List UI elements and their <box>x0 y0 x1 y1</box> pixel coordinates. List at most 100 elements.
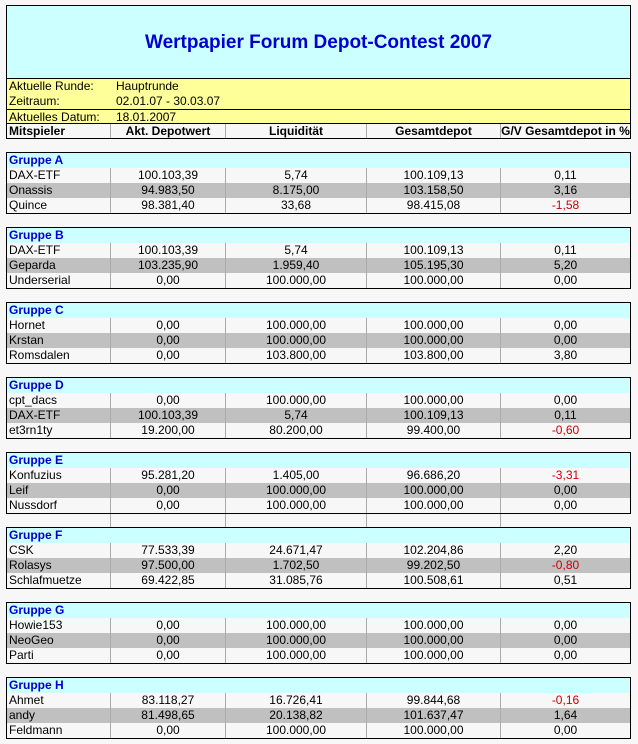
depot-value: 0,00 <box>111 723 226 738</box>
liquidity: 5,74 <box>226 408 367 423</box>
total-depot: 100.000,00 <box>367 333 501 348</box>
group-table: Gruppe G Howie153 0,00 100.000,00 100.000,00… <box>6 602 631 664</box>
gain-loss-percent: 0,51 <box>553 573 578 587</box>
total-depot: 100.109,13 <box>367 243 501 258</box>
player-name: Krstan <box>7 333 111 348</box>
gain-loss-percent: 0,00 <box>553 498 578 512</box>
liquidity: 100.000,00 <box>226 618 367 633</box>
player-name: Hornet <box>7 318 111 333</box>
table-row: Konfuzius 95.281,20 1.405,00 96.686,20 -3,31 <box>7 468 630 483</box>
table-row: cpt_dacs 0,00 100.000,00 100.000,00 0,00 <box>7 393 630 408</box>
liquidity: 100.000,00 <box>226 333 367 348</box>
player-name: cpt_dacs <box>7 393 111 408</box>
depot-value: 0,00 <box>111 333 226 348</box>
depot-value: 98.381,40 <box>111 198 226 213</box>
player-name: Schlafmuetze <box>7 573 111 588</box>
player-name: andy <box>7 708 111 723</box>
liquidity: 80.200,00 <box>226 423 367 438</box>
info-value: Hauptrunde <box>116 79 179 93</box>
title-banner: Wertpapier Forum Depot-Contest 2007 <box>6 5 631 79</box>
info-label: Aktuelles Datum: <box>9 110 100 124</box>
table-row: DAX-ETF 100.103,39 5,74 100.109,13 0,11 <box>7 168 630 183</box>
column-header: G/V Gesamtdepot in % <box>501 124 630 138</box>
liquidity: 8.175,00 <box>226 183 367 198</box>
column-header: Liquidität <box>226 124 367 138</box>
depot-value: 0,00 <box>111 348 226 363</box>
gain-loss-percent: 2,20 <box>553 543 578 557</box>
liquidity: 100.000,00 <box>226 723 367 738</box>
depot-value: 0,00 <box>111 618 226 633</box>
liquidity: 5,74 <box>226 243 367 258</box>
depot-value: 77.533,39 <box>111 543 226 558</box>
total-depot: 100.109,13 <box>367 408 501 423</box>
total-depot: 101.637,47 <box>367 708 501 723</box>
gain-loss-percent: 0,00 <box>553 393 578 407</box>
depot-value: 97.500,00 <box>111 558 226 573</box>
table-row: Romsdalen 0,00 103.800,00 103.800,00 3,80 <box>7 348 630 363</box>
gain-loss-percent: 0,00 <box>553 273 578 287</box>
table-row: Quince 98.381,40 33,68 98.415,08 -1,58 <box>7 198 630 213</box>
total-depot: 105.195,30 <box>367 258 501 273</box>
total-depot: 100.000,00 <box>367 273 501 288</box>
table-row: DAX-ETF 100.103,39 5,74 100.109,13 0,11 <box>7 243 630 258</box>
depot-value: 95.281,20 <box>111 468 226 483</box>
player-name: Leif <box>7 483 111 498</box>
liquidity: 100.000,00 <box>226 633 367 648</box>
player-name: Ahmet <box>7 693 111 708</box>
table-row: Rolasys 97.500,00 1.702,50 99.202,50 -0,80 <box>7 558 630 573</box>
player-name: Feldmann <box>7 723 111 738</box>
gain-loss-percent: 0,00 <box>553 618 578 632</box>
depot-value: 100.103,39 <box>111 243 226 258</box>
table-row: andy 81.498,65 20.138,82 101.637,47 1,64 <box>7 708 630 723</box>
gain-loss-percent: 3,16 <box>553 183 578 197</box>
total-depot: 100.000,00 <box>367 723 501 738</box>
player-name: DAX-ETF <box>7 168 111 183</box>
liquidity: 103.800,00 <box>226 348 367 363</box>
info-value: 02.01.07 - 30.03.07 <box>116 94 221 108</box>
liquidity: 1.702,50 <box>226 558 367 573</box>
depot-value: 100.103,39 <box>111 168 226 183</box>
player-name: NeoGeo <box>7 633 111 648</box>
gain-loss-percent: 0,00 <box>553 333 578 347</box>
total-depot: 103.158,50 <box>367 183 501 198</box>
liquidity: 1.959,40 <box>226 258 367 273</box>
depot-value: 69.422,85 <box>111 573 226 588</box>
depot-value: 0,00 <box>111 273 226 288</box>
group-table: Gruppe C Hornet 0,00 100.000,00 100.000,00 0,… <box>6 302 631 364</box>
player-name: Rolasys <box>7 558 111 573</box>
table-row: Ahmet 83.118,27 16.726,41 99.844,68 -0,16 <box>7 693 630 708</box>
total-depot: 102.204,86 <box>367 543 501 558</box>
player-name: Howie153 <box>7 618 111 633</box>
total-depot: 100.000,00 <box>367 318 501 333</box>
table-row: NeoGeo 0,00 100.000,00 100.000,00 0,00 <box>7 633 630 648</box>
group-title: Gruppe C <box>7 303 630 318</box>
player-name: et3rn1ty <box>7 423 111 438</box>
column-header: Gesamtdepot <box>367 124 501 138</box>
group-table: Gruppe A DAX-ETF 100.103,39 5,74 100.109,13 0… <box>6 152 631 214</box>
depot-value: 100.103,39 <box>111 408 226 423</box>
group-table: Gruppe E Konfuzius 95.281,20 1.405,00 96.686… <box>6 452 631 514</box>
depot-value: 19.200,00 <box>111 423 226 438</box>
gain-loss-percent: -0,80 <box>551 558 580 572</box>
group-table: Gruppe H Ahmet 83.118,27 16.726,41 99.844,68… <box>6 677 631 739</box>
group-table: Gruppe B DAX-ETF 100.103,39 5,74 100.109,13 0… <box>6 227 631 289</box>
table-row: Underserial 0,00 100.000,00 100.000,00 0,00 <box>7 273 630 288</box>
liquidity: 16.726,41 <box>226 693 367 708</box>
group-title: Gruppe B <box>7 228 630 243</box>
depot-value: 0,00 <box>111 483 226 498</box>
depot-value: 94.983,50 <box>111 183 226 198</box>
player-name: Geparda <box>7 258 111 273</box>
liquidity: 100.000,00 <box>226 498 367 513</box>
depot-value: 81.498,65 <box>111 708 226 723</box>
depot-value: 0,00 <box>111 648 226 663</box>
total-depot: 99.400,00 <box>367 423 501 438</box>
table-row: Schlafmuetze 69.422,85 31.085,76 100.508,61… <box>7 573 630 588</box>
table-row: Feldmann 0,00 100.000,00 100.000,00 0,00 <box>7 723 630 738</box>
player-name: DAX-ETF <box>7 243 111 258</box>
player-name: Konfuzius <box>7 468 111 483</box>
player-name: CSK <box>7 543 111 558</box>
page-title: Wertpapier Forum Depot-Contest 2007 <box>145 31 492 53</box>
player-name: Parti <box>7 648 111 663</box>
liquidity: 100.000,00 <box>226 273 367 288</box>
